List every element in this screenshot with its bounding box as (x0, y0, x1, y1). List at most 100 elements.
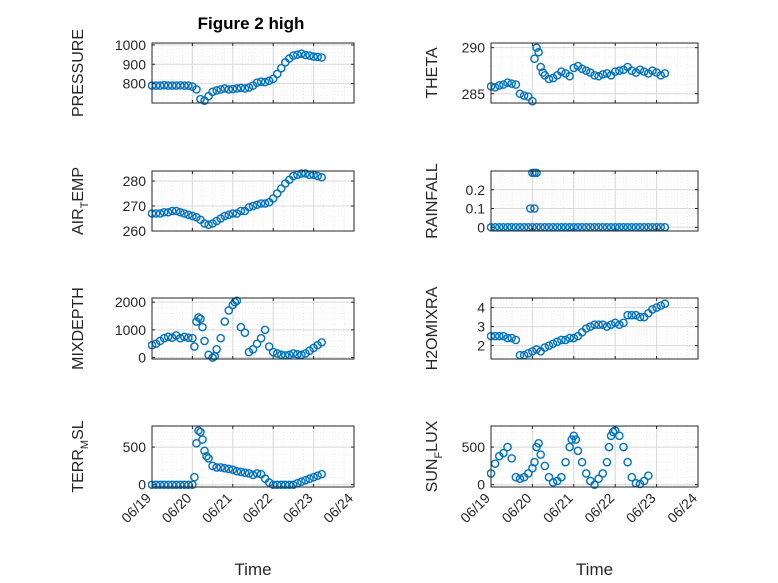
data-point (204, 220, 213, 230)
data-point (623, 457, 632, 467)
data-point (610, 318, 620, 328)
subplot-5: 0 1000 2000 MIXDEPTH (70, 287, 355, 370)
data-point (220, 463, 230, 473)
subplot-6: 2 3 4 H2OMIXRA (424, 286, 699, 370)
data-point (317, 338, 326, 347)
data-point (297, 49, 306, 58)
data-point (536, 450, 545, 459)
data-point (581, 66, 591, 75)
data-point (652, 303, 661, 312)
y-axis-label-main: SUN (424, 459, 441, 493)
axes-box (490, 297, 699, 360)
data-point (260, 77, 270, 87)
data-point (224, 306, 234, 315)
data-point (615, 431, 624, 441)
data-point (220, 84, 230, 93)
data-point (192, 439, 201, 448)
data-point (167, 480, 177, 490)
y-tick-label: 285 (462, 86, 486, 102)
data-point (256, 333, 266, 343)
data-point (526, 204, 535, 213)
data-point (212, 86, 221, 95)
data-series (148, 296, 326, 362)
data-point (188, 480, 197, 490)
data-point (644, 471, 653, 481)
data-point (590, 71, 599, 80)
data-point (224, 464, 234, 474)
y-tick-label: 270 (123, 198, 147, 214)
axes-box (490, 170, 699, 232)
data-point (532, 168, 541, 178)
data-point (490, 331, 500, 341)
data-series (487, 426, 653, 490)
y-tick-label: 0.1 (466, 201, 486, 217)
data-series (148, 49, 326, 105)
data-point (528, 347, 537, 356)
data-point (297, 169, 306, 178)
data-point (503, 333, 512, 343)
data-point (602, 457, 612, 467)
y-tick-label: 0 (138, 477, 146, 493)
y-axis-label-rest: LUX (424, 420, 441, 451)
data-point (184, 210, 193, 220)
data-point (499, 448, 508, 458)
data-point (163, 480, 173, 490)
data-point (244, 202, 254, 212)
data-point (656, 71, 666, 80)
data-point (200, 446, 209, 456)
data-point (608, 427, 618, 437)
data-point (240, 328, 250, 337)
data-point (232, 466, 242, 476)
data-point (590, 320, 599, 329)
data-point (228, 84, 238, 94)
data-point (220, 317, 230, 326)
data-point (635, 312, 645, 322)
data-point (532, 43, 541, 52)
data-point (581, 324, 591, 333)
data-point (499, 331, 508, 341)
y-axis-label-rest: SL (70, 420, 87, 440)
data-point (532, 345, 541, 354)
data-point (190, 472, 199, 482)
data-point (301, 169, 310, 178)
data-point (313, 171, 322, 181)
y-tick-label: 0.2 (466, 182, 486, 198)
data-point (196, 427, 205, 437)
data-point (264, 76, 274, 86)
data-point (530, 457, 539, 467)
data-point (544, 74, 554, 84)
data-point (200, 336, 209, 346)
axes-box (490, 42, 699, 104)
data-point (598, 469, 608, 478)
y-tick-label: 290 (462, 40, 486, 56)
data-point (511, 335, 521, 345)
data-point (544, 472, 554, 482)
data-point (268, 347, 278, 357)
data-point (159, 333, 169, 343)
data-point (627, 66, 637, 75)
data-point (216, 333, 225, 343)
data-point (192, 85, 201, 94)
figure-title: Figure 2 high (198, 14, 305, 33)
y-axis-label: MIXDEPTH (70, 287, 87, 370)
data-point (557, 67, 566, 76)
data-point (569, 333, 579, 343)
data-point (289, 349, 298, 358)
axes-box (151, 170, 355, 232)
data-point (190, 342, 199, 351)
data-point (252, 339, 262, 349)
data-point (490, 459, 500, 468)
data-point (180, 81, 189, 90)
y-tick-label: 0 (138, 350, 146, 366)
data-point (236, 206, 246, 216)
data-point (528, 96, 537, 106)
data-point (523, 348, 533, 358)
y-axis-label: THETA (424, 47, 441, 99)
data-point (188, 333, 197, 343)
data-point (590, 480, 599, 490)
data-point (639, 476, 649, 486)
data-point (639, 67, 649, 76)
y-axis-label: PRESSURE (70, 29, 87, 117)
data-point (309, 472, 318, 482)
data-point (155, 81, 165, 90)
